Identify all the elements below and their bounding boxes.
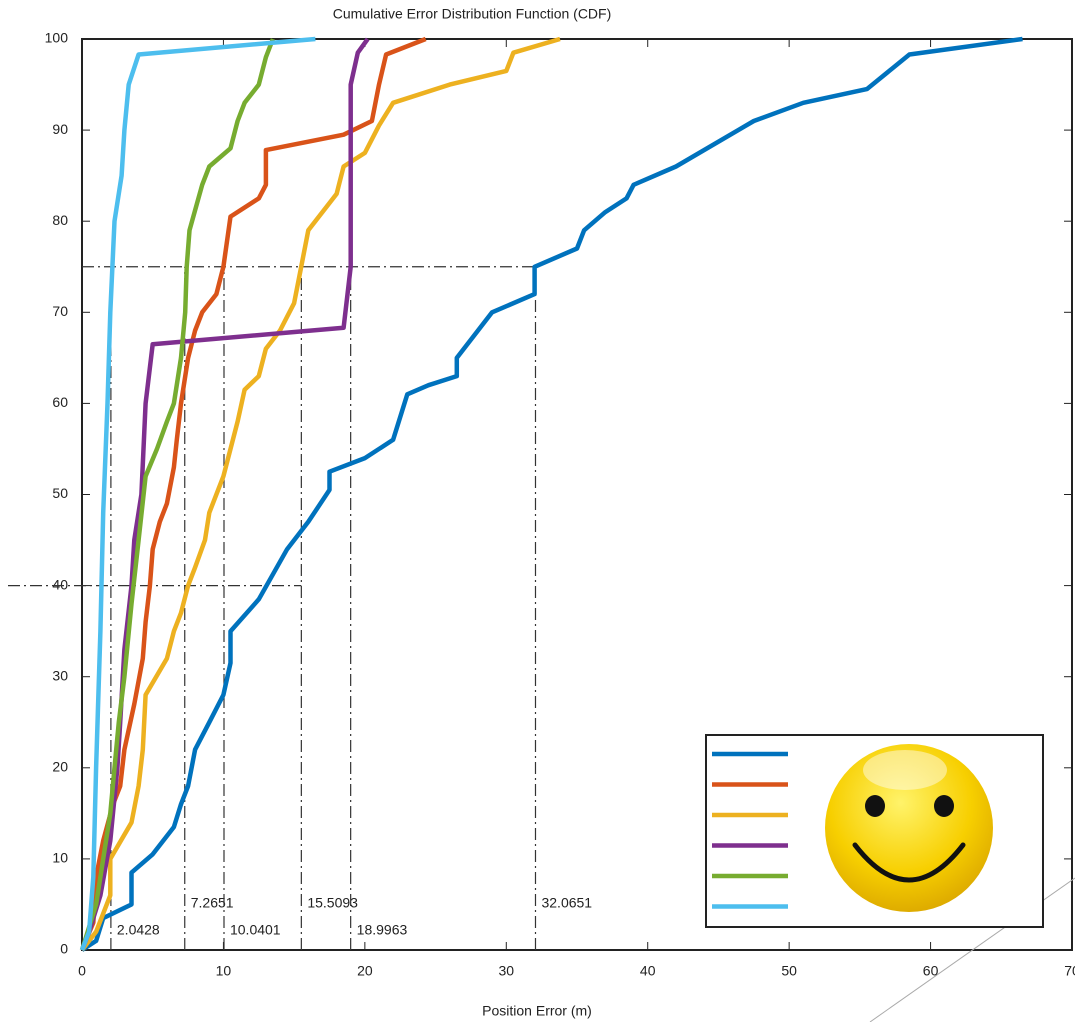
y-tick-label: 80 — [52, 212, 68, 228]
cdf-line — [79, 38, 276, 951]
marker-label: 2.0428 — [117, 922, 160, 938]
chart-title: Cumulative Error Distribution Function (… — [333, 6, 612, 22]
y-tick-label: 40 — [52, 576, 68, 592]
cdf-line — [79, 36, 427, 951]
cdf-line — [79, 37, 370, 951]
y-tick-label: 70 — [52, 303, 68, 319]
y-tick-label: 100 — [45, 30, 69, 46]
legend — [705, 734, 1044, 928]
cdf-line — [80, 36, 561, 952]
y-tick-label: 0 — [60, 941, 68, 957]
x-tick-label: 0 — [78, 963, 86, 979]
marker-label: 15.5093 — [307, 895, 358, 911]
x-tick-label: 70 — [1064, 963, 1075, 979]
y-tick-label: 30 — [52, 667, 68, 683]
x-tick-label: 30 — [498, 963, 514, 979]
marker-label: 7.2651 — [191, 895, 234, 911]
x-tick-label: 50 — [781, 963, 797, 979]
smiley-eye — [865, 795, 885, 817]
y-tick-label: 90 — [52, 121, 68, 137]
x-tick-label: 40 — [640, 963, 656, 979]
cdf-line — [80, 36, 1023, 952]
marker-label: 32.0651 — [541, 895, 592, 911]
marker-label: 10.0401 — [230, 922, 281, 938]
marker-label: 18.9963 — [357, 922, 408, 938]
x-tick-label: 10 — [216, 963, 232, 979]
smiley-mouth — [852, 842, 966, 883]
smiley-eye — [934, 795, 954, 817]
smiley-face — [825, 744, 993, 912]
y-tick-label: 20 — [52, 759, 68, 775]
y-tick-label: 50 — [52, 485, 68, 501]
x-tick-label: 60 — [923, 963, 939, 979]
y-tick-label: 10 — [52, 850, 68, 866]
smiley-highlight — [863, 750, 947, 790]
smiley — [825, 744, 993, 912]
cdf-line — [79, 36, 316, 951]
y-tick-label: 60 — [52, 394, 68, 410]
x-axis-label: Position Error (m) — [482, 1003, 592, 1019]
x-tick-label: 20 — [357, 963, 373, 979]
